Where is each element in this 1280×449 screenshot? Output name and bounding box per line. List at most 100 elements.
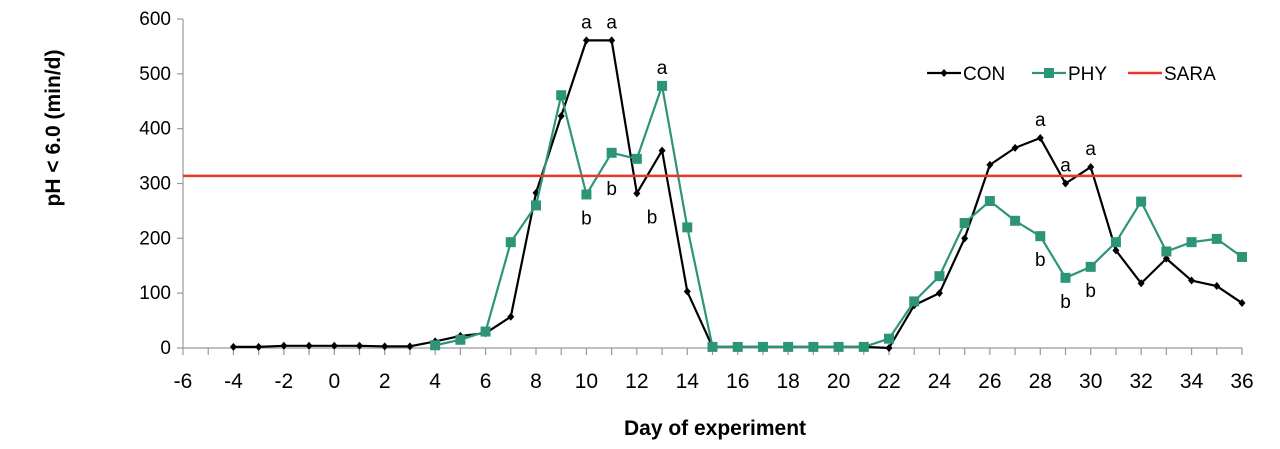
data-point [606,147,617,158]
data-point [633,189,641,198]
data-point [1213,282,1221,291]
data-point [1136,196,1147,207]
series-line-phy [434,84,1243,349]
y-tick-label: 500 [139,64,171,85]
data-point [557,112,565,121]
x-tick-label: 20 [827,370,850,393]
x-tick-label: 16 [726,370,749,393]
x-tick-label: -4 [224,370,243,393]
data-point [582,36,590,45]
x-tick-label: 28 [1029,370,1052,393]
legend: CON PHY SARA [927,64,1216,85]
plot-area [183,36,1247,352]
significance-label: a [1060,156,1071,177]
data-point [356,341,363,350]
data-point [683,287,691,296]
data-point [507,312,515,321]
data-point [1237,251,1247,262]
legend-marker [940,69,948,77]
data-point [430,340,441,351]
x-tick-label: 6 [480,370,492,393]
x-tick-label: -2 [275,370,294,393]
data-point [1161,246,1172,257]
data-point [935,289,943,298]
data-point [858,341,869,352]
x-tick-label: 4 [429,370,441,393]
data-point [608,36,616,45]
data-point [934,271,945,282]
data-point [505,237,516,248]
data-point [682,222,693,233]
x-tick-label: 10 [575,370,598,393]
data-point [1188,276,1196,285]
data-point [531,200,541,211]
data-point [783,341,794,352]
data-point [280,341,288,350]
significance-label: a [606,12,617,33]
x-tick-label: 14 [676,370,700,393]
significance-label: b [1085,281,1096,302]
data-point [480,326,491,337]
legend-item-sara: SARA [1128,64,1216,85]
data-point [959,217,970,228]
data-point [1137,279,1145,288]
data-point [757,341,768,352]
legend-label: PHY [1068,64,1107,85]
legend-label: CON [963,64,1005,85]
y-tick-label: 0 [160,338,171,359]
data-point [1087,163,1095,172]
data-point [1085,261,1096,272]
data-point [406,342,414,351]
data-point [330,341,338,350]
data-point [1035,231,1046,242]
x-tick-label: 2 [379,370,391,393]
data-point [961,234,969,243]
significance-label: b [606,179,617,200]
x-tick-label: 34 [1180,370,1204,393]
significance-label: a [581,12,592,33]
data-point [381,342,389,351]
x-tick-label: 18 [776,370,799,393]
legend-marker [1044,68,1054,78]
legend-item-phy: PHY [1032,64,1107,85]
data-point [1238,299,1246,308]
significance-label: a [1085,139,1096,160]
x-tick-label: -6 [174,370,193,393]
significance-label: a [657,58,668,79]
x-tick-label: 0 [328,370,340,393]
data-point [1010,215,1021,226]
significance-label: b [1035,250,1046,271]
y-tick-label: 400 [139,119,171,140]
x-tick-label: 24 [928,370,952,393]
data-point [732,341,743,352]
y-tick-label: 200 [139,228,171,249]
data-point [1162,254,1170,263]
x-tick-label: 30 [1079,370,1102,393]
data-point [885,344,893,352]
data-point [255,342,263,351]
significance-label: b [647,207,658,228]
legend-item-con: CON [927,64,1005,85]
data-point [657,80,668,91]
significance-label: a [1035,110,1046,131]
data-point [1211,233,1222,244]
x-tick-label: 36 [1230,370,1253,393]
data-point [556,90,567,101]
data-point [1110,237,1121,248]
data-point [986,160,994,169]
data-point [1036,133,1044,142]
data-point [909,296,920,307]
x-tick-label: 26 [978,370,1001,393]
x-tick-label: 22 [877,370,900,393]
legend-label: SARA [1164,64,1216,85]
data-point [1060,272,1071,283]
data-point [707,341,718,352]
data-point [581,189,592,200]
series-phy [430,80,1247,352]
data-point [833,341,844,352]
x-tick-label: 8 [530,370,542,393]
significance-label: b [581,208,592,229]
data-point [1062,179,1069,188]
